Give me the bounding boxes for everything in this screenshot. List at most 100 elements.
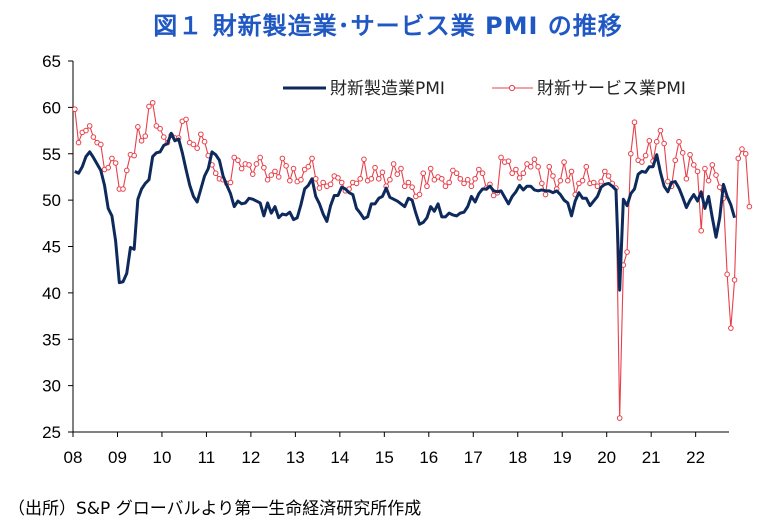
services-point <box>253 161 260 167</box>
services-point <box>227 179 234 186</box>
services-point <box>631 119 638 126</box>
services-point <box>705 177 712 184</box>
y-tick-label: 60 <box>42 98 61 117</box>
services-point <box>123 167 130 174</box>
services-point <box>320 179 326 186</box>
services-point <box>424 183 430 190</box>
services-point <box>257 154 263 161</box>
services-point <box>316 185 323 191</box>
x-tick-label: 12 <box>241 448 260 467</box>
x-tick-label: 20 <box>597 448 616 467</box>
chart-axes: 25 30 35 40 45 50 55 60 65 08 09 10 11 12 13 14 15 16 17 18… <box>42 52 729 467</box>
y-tick-label: 35 <box>42 330 61 349</box>
services-point <box>446 179 452 186</box>
x-tick-label: 14 <box>330 448 349 467</box>
services-point <box>390 161 397 167</box>
services-point <box>409 184 415 190</box>
services-point <box>639 159 645 165</box>
services-point <box>472 175 478 182</box>
services-point <box>261 164 267 171</box>
services-point <box>149 99 156 106</box>
x-tick-label: 10 <box>152 448 171 467</box>
services-point <box>520 170 527 177</box>
services-point <box>464 176 471 183</box>
services-point <box>416 191 423 198</box>
x-tick-label: 17 <box>464 448 483 467</box>
services-point <box>568 168 575 175</box>
services-point <box>450 167 456 174</box>
services-point <box>605 173 612 179</box>
services-point <box>457 175 464 182</box>
y-tick-label: 55 <box>42 145 61 164</box>
legend: 財新製造業PMI 財新サービス業PMI <box>283 79 686 99</box>
services-point <box>702 165 708 172</box>
services-point <box>142 133 149 139</box>
series-line-services <box>74 102 750 419</box>
services-point <box>98 141 104 148</box>
services-point <box>442 183 449 190</box>
services-point <box>335 175 341 181</box>
services-point <box>498 154 504 161</box>
services-point <box>401 183 408 190</box>
services-point <box>579 177 586 184</box>
services-point <box>627 150 634 157</box>
services-point <box>461 180 467 187</box>
services-point <box>72 106 78 113</box>
x-tick-label: 18 <box>508 448 527 467</box>
services-point <box>305 163 312 170</box>
services-point <box>357 175 364 182</box>
services-point <box>109 155 115 162</box>
services-point <box>201 138 208 145</box>
services-point <box>438 175 445 182</box>
services-point <box>698 227 705 234</box>
services-point <box>398 165 404 172</box>
legend-label-manufacturing: 財新製造業PMI <box>330 79 445 99</box>
services-point <box>183 116 189 123</box>
services-point <box>564 177 571 184</box>
services-point <box>505 158 512 164</box>
services-point <box>602 168 608 175</box>
services-point <box>713 172 719 178</box>
services-point <box>476 166 482 173</box>
services-point <box>290 165 297 172</box>
x-tick-label: 16 <box>419 448 438 467</box>
services-point <box>546 163 553 170</box>
services-point <box>550 173 556 179</box>
services-point <box>531 156 538 163</box>
services-point <box>427 165 434 172</box>
services-point <box>135 124 141 130</box>
services-point <box>479 170 486 177</box>
services-point <box>405 179 412 186</box>
services-point <box>642 152 649 159</box>
services-point <box>338 179 345 186</box>
services-point <box>535 163 541 170</box>
services-point <box>238 165 245 172</box>
services-point <box>731 277 738 283</box>
services-point <box>657 127 664 134</box>
services-point <box>272 168 278 175</box>
legend-marker-services <box>508 84 516 92</box>
services-point <box>194 145 200 151</box>
services-point <box>90 134 97 140</box>
services-point <box>676 138 682 145</box>
y-tick-label: 45 <box>42 238 61 257</box>
services-point <box>379 169 386 176</box>
y-tick-label: 65 <box>42 52 61 71</box>
services-point <box>301 166 308 173</box>
y-tick-label: 25 <box>42 423 61 442</box>
services-point <box>131 152 137 159</box>
services-point <box>161 134 167 140</box>
services-point <box>249 171 256 177</box>
services-point <box>624 249 630 255</box>
x-tick-label: 19 <box>553 448 572 467</box>
services-point <box>594 183 601 190</box>
services-point <box>375 175 382 182</box>
services-point <box>724 271 730 278</box>
services-point <box>527 163 534 170</box>
series-line-manufacturing <box>74 131 737 292</box>
y-tick-label: 40 <box>42 284 61 303</box>
services-point <box>694 168 701 175</box>
services-point <box>690 162 697 168</box>
services-point <box>120 186 126 192</box>
